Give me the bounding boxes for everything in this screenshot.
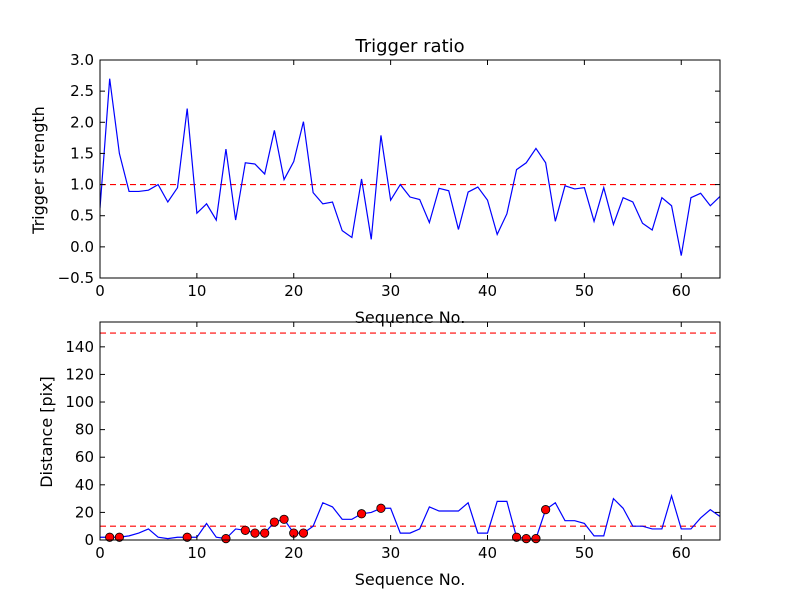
series-line: [100, 78, 720, 256]
y-tick-label: 140: [65, 338, 94, 356]
y-tick-label: 20: [75, 503, 94, 521]
x-tick-label: 60: [672, 282, 691, 300]
data-point-marker: [356, 509, 367, 519]
y-axis-label: Trigger strength: [29, 106, 48, 235]
data-layer: [100, 332, 720, 540]
y-tick-label: 1.0: [70, 176, 94, 194]
plot-frame: [99, 321, 721, 541]
y-tick-label: 80: [75, 421, 94, 439]
x-tick-label: 30: [381, 544, 400, 562]
trigger-ratio-chart: Trigger ratio Sequence No. Trigger stren…: [29, 36, 721, 327]
x-tick-label: 40: [478, 282, 497, 300]
y-tick-label: 0: [84, 531, 94, 549]
plot-frame: [99, 59, 721, 279]
x-tick-label: 50: [575, 544, 594, 562]
plot-area: 0 10 20 30 40 50 60 0 20 40 60 80 100 120 140: [65, 321, 721, 562]
y-tick-label: 0.0: [70, 238, 94, 256]
x-tick-label: 30: [381, 282, 400, 300]
y-tick-label: 2.5: [70, 82, 94, 100]
data-point-marker: [250, 528, 260, 538]
data-point-marker: [521, 534, 531, 544]
data-point-marker: [240, 525, 250, 535]
y-tick-label: 0.5: [70, 207, 94, 225]
y-tick-label: 120: [65, 365, 94, 383]
chart-title: Trigger ratio: [354, 36, 464, 57]
data-point-marker: [531, 534, 541, 544]
series-line: [100, 493, 720, 540]
y-tick-label: 60: [75, 448, 94, 466]
data-point-marker: [511, 532, 522, 542]
distance-chart: Sequence No. Distance [pix] 0 10 20 30 40 50 6…: [37, 321, 721, 589]
data-point-marker: [376, 503, 386, 513]
x-tick-label: 20: [284, 544, 303, 562]
data-point-marker: [221, 534, 231, 544]
y-axis-label: Distance [pix]: [37, 376, 56, 488]
x-tick-label: 10: [187, 282, 206, 300]
x-axis-label: Sequence No.: [355, 308, 466, 327]
x-tick-label: 10: [187, 544, 206, 562]
data-point-marker: [114, 532, 124, 542]
data-point-marker: [182, 532, 192, 542]
x-tick-label: 60: [672, 544, 691, 562]
data-point-marker: [269, 517, 279, 527]
y-tick-label: 3.0: [70, 51, 94, 69]
x-tick-label: 0: [95, 282, 105, 300]
y-tick-label: 2.0: [70, 113, 94, 131]
y-tick-label: 1.5: [70, 144, 94, 162]
y-tick-label: 40: [75, 476, 94, 494]
x-tick-label: 0: [95, 544, 105, 562]
x-tick-label: 20: [284, 282, 303, 300]
data-point-marker: [260, 528, 270, 538]
y-tick-label: 100: [65, 393, 94, 411]
data-point-marker: [279, 514, 289, 524]
plot-area: 0 10 20 30 40 50 60 −0.5 0.0 0.5 1.0 1.5 2.0 2.5 3.0: [58, 51, 721, 300]
x-axis-label: Sequence No.: [355, 570, 466, 589]
x-tick-label: 40: [478, 544, 497, 562]
data-point-marker: [541, 505, 551, 515]
data-point-marker: [298, 528, 309, 538]
y-tick-label: −0.5: [58, 269, 94, 287]
data-point-marker: [105, 532, 115, 542]
x-tick-label: 50: [575, 282, 594, 300]
data-layer: [100, 78, 720, 256]
